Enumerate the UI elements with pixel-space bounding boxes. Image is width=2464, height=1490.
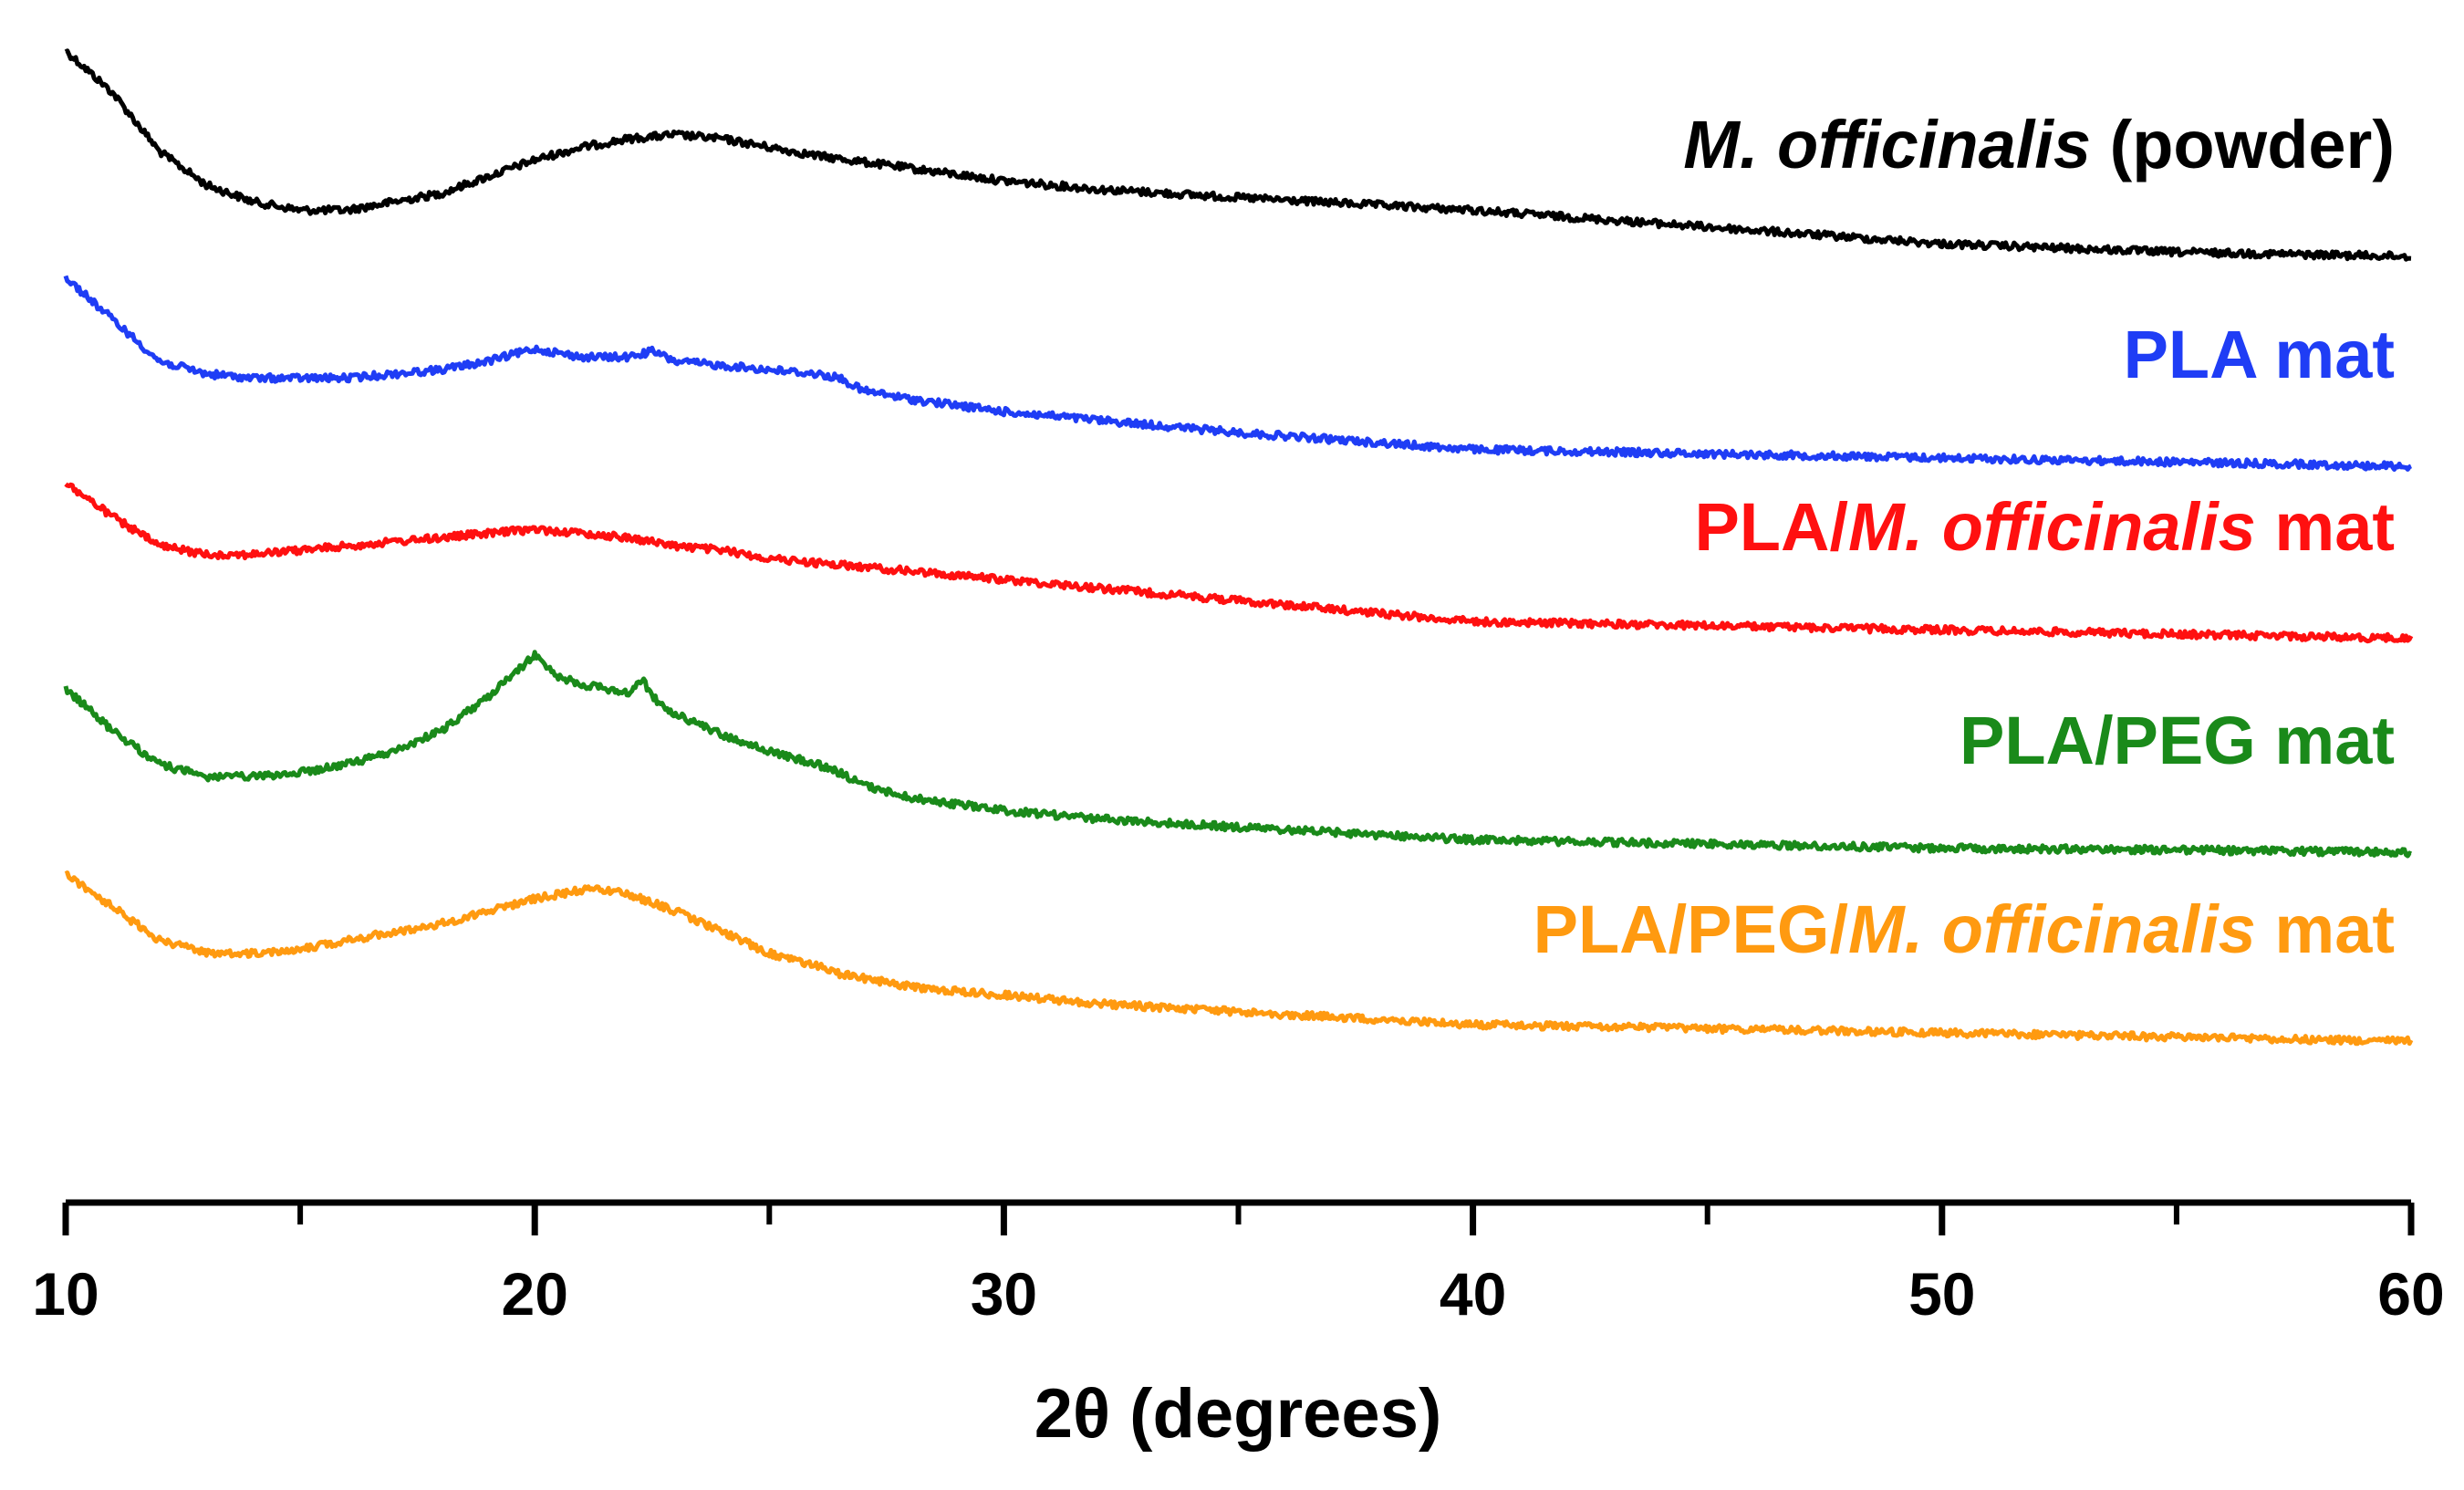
x-tick-label-60: 60 bbox=[2377, 1260, 2444, 1328]
series-label-pla-peg-mat: PLA/PEG mat bbox=[1960, 703, 2395, 778]
x-tick-label-50: 50 bbox=[1908, 1260, 1975, 1328]
x-axis: 10 20 30 40 50 60 bbox=[32, 1199, 2445, 1328]
x-tick-label-20: 20 bbox=[501, 1260, 567, 1328]
x-tick-label-40: 40 bbox=[1440, 1260, 1506, 1328]
series-line-pla-m-officinalis-mat bbox=[64, 482, 2414, 644]
series-line-m-officinalis-powder bbox=[64, 48, 2412, 262]
series-label-m-officinalis-powder: M. officinalis (powder) bbox=[1683, 107, 2395, 182]
series-label-pla-mat: PLA mat bbox=[2124, 317, 2395, 392]
series-label-pla-m-officinalis-mat: PLA/M. officinalis mat bbox=[1694, 489, 2395, 565]
series-line-pla-peg-mat bbox=[63, 650, 2413, 859]
series-label-pla-peg-m-officinalis-mat: PLA/PEG/M. officinalis mat bbox=[1534, 891, 2395, 967]
series-label-layer: M. officinalis (powder) PLA mat PLA/M. off… bbox=[1534, 107, 2395, 967]
series-line-pla-peg-m-officinalis-mat bbox=[64, 870, 2414, 1047]
x-tick-label-10: 10 bbox=[32, 1260, 99, 1328]
series-layer bbox=[63, 48, 2414, 1047]
x-tick-label-30: 30 bbox=[971, 1260, 1037, 1328]
x-axis-ticks: 10 20 30 40 50 60 bbox=[32, 1203, 2445, 1328]
series-line-pla-mat bbox=[63, 275, 2413, 472]
x-axis-title: 2θ (degrees) bbox=[1034, 1375, 1442, 1453]
